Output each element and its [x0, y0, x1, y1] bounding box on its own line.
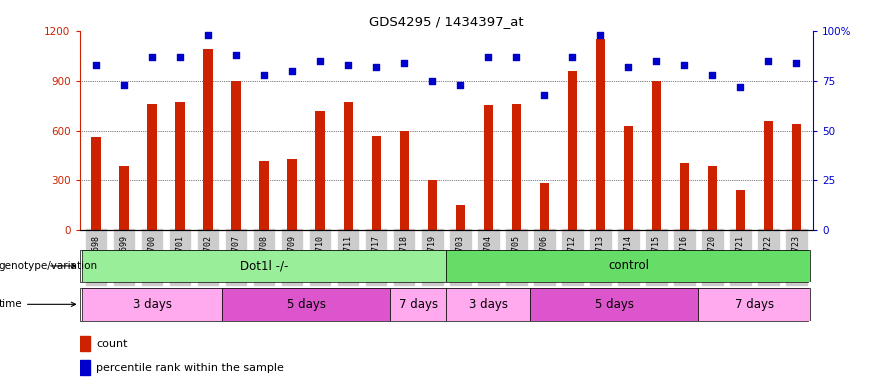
- Point: [257, 71, 271, 78]
- Text: control: control: [608, 260, 649, 272]
- Bar: [391, 288, 446, 321]
- Title: GDS4295 / 1434397_at: GDS4295 / 1434397_at: [370, 15, 523, 28]
- Text: Dot1l -/-: Dot1l -/-: [240, 260, 288, 272]
- Point: [482, 54, 496, 60]
- Bar: [344, 102, 354, 230]
- Bar: [764, 121, 774, 230]
- Point: [453, 81, 468, 88]
- Bar: [119, 166, 129, 230]
- Bar: [446, 288, 530, 321]
- Bar: [446, 250, 811, 282]
- Text: 5 days: 5 days: [287, 298, 326, 311]
- Bar: [596, 39, 606, 230]
- Bar: [176, 102, 186, 230]
- Text: 3 days: 3 days: [469, 298, 508, 311]
- Bar: [428, 180, 438, 230]
- Point: [202, 31, 216, 38]
- Bar: [530, 288, 698, 321]
- Bar: [148, 104, 157, 230]
- Bar: [203, 49, 213, 230]
- Point: [650, 58, 664, 64]
- Bar: [287, 159, 297, 230]
- Point: [313, 58, 327, 64]
- Point: [761, 58, 775, 64]
- Bar: [400, 131, 409, 230]
- Point: [734, 84, 748, 90]
- Bar: [698, 288, 811, 321]
- Bar: [568, 71, 577, 230]
- Point: [370, 64, 384, 70]
- Point: [397, 60, 411, 66]
- Text: time: time: [0, 299, 75, 310]
- Point: [789, 60, 804, 66]
- Bar: [82, 288, 223, 321]
- Bar: [512, 104, 522, 230]
- Point: [145, 54, 159, 60]
- Text: count: count: [96, 339, 127, 349]
- Point: [566, 54, 580, 60]
- Point: [677, 61, 691, 68]
- Text: percentile rank within the sample: percentile rank within the sample: [96, 362, 284, 373]
- Bar: [707, 166, 717, 230]
- Point: [509, 54, 523, 60]
- Text: 7 days: 7 days: [735, 298, 774, 311]
- Bar: [455, 205, 465, 230]
- Point: [118, 81, 132, 88]
- Point: [89, 61, 103, 68]
- Bar: [652, 81, 661, 230]
- Bar: [260, 161, 270, 230]
- Point: [705, 71, 720, 78]
- Bar: [539, 183, 549, 230]
- Bar: [484, 105, 493, 230]
- Bar: [316, 111, 325, 230]
- Point: [425, 78, 439, 84]
- Bar: [91, 137, 102, 230]
- Point: [341, 61, 355, 68]
- Bar: [791, 124, 802, 230]
- Text: 5 days: 5 days: [595, 298, 634, 311]
- Point: [593, 31, 607, 38]
- Bar: [371, 136, 381, 230]
- Bar: [223, 288, 391, 321]
- Bar: [80, 360, 90, 375]
- Bar: [232, 81, 241, 230]
- Text: genotype/variation: genotype/variation: [0, 261, 97, 271]
- Point: [621, 64, 636, 70]
- Bar: [623, 126, 633, 230]
- Point: [537, 91, 552, 98]
- Point: [286, 68, 300, 74]
- Text: 7 days: 7 days: [399, 298, 438, 311]
- Bar: [80, 336, 90, 351]
- Bar: [82, 250, 446, 282]
- Text: 3 days: 3 days: [133, 298, 171, 311]
- Point: [173, 54, 187, 60]
- Bar: [735, 190, 745, 230]
- Bar: [680, 163, 690, 230]
- Point: [229, 51, 243, 58]
